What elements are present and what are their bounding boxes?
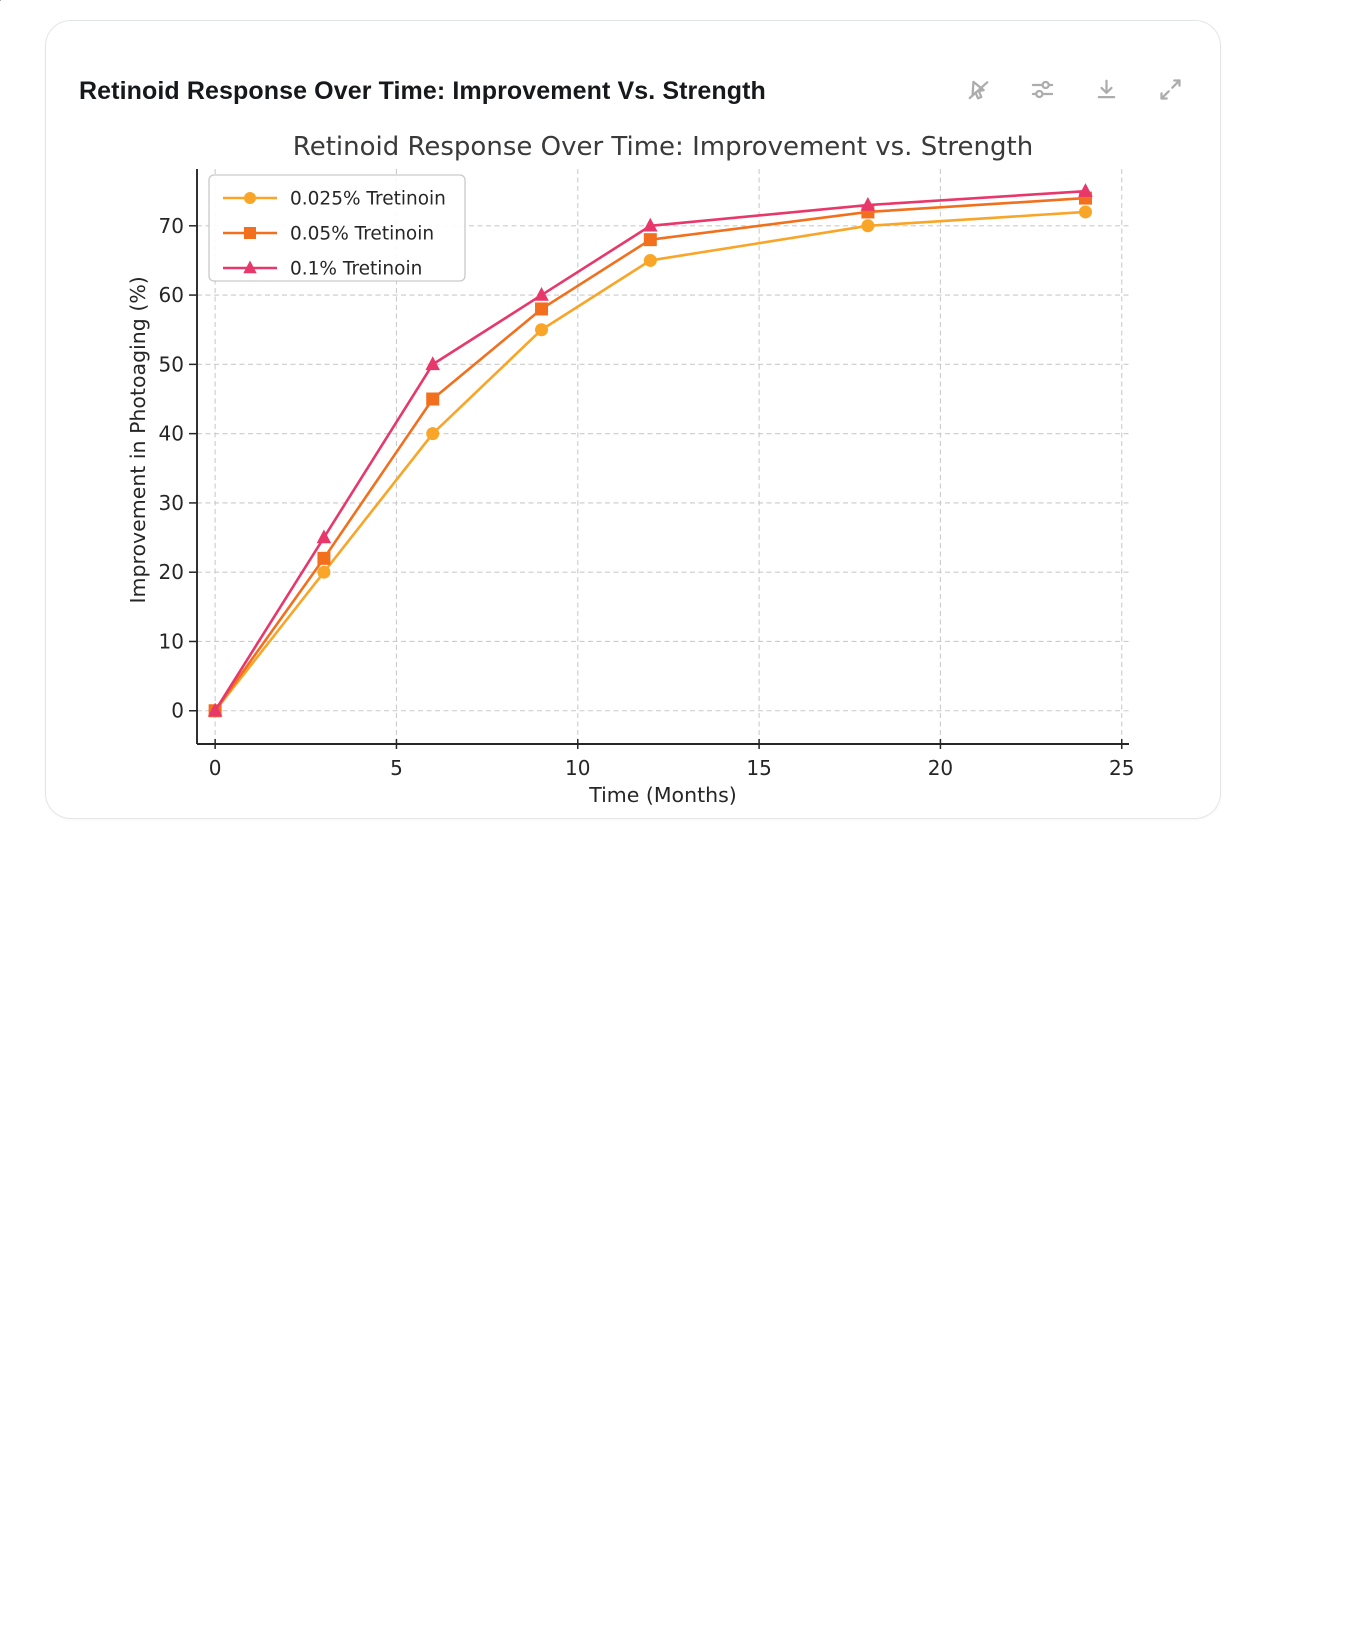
svg-text:40: 40 (159, 422, 184, 446)
legend-label: 0.1% Tretinoin (290, 259, 422, 280)
svg-text:20: 20 (159, 560, 184, 584)
svg-text:5: 5 (390, 756, 403, 780)
legend-label: 0.025% Tretinoin (290, 189, 446, 210)
svg-text:15: 15 (746, 756, 771, 780)
axes: 0 5 10 15 20 25 0 10 20 30 40 50 60 70 (159, 169, 1134, 780)
svg-text:20: 20 (928, 756, 953, 780)
svg-text:70: 70 (159, 214, 184, 238)
legend: 0.025% Tretinoin 0.05% Tretinoin 0.1% Tret… (208, 174, 466, 282)
card-toolbar (965, 76, 1184, 105)
svg-text:60: 60 (159, 283, 184, 307)
chart-card: Retinoid Response Over Time: Improvement… (45, 20, 1221, 819)
svg-text:10: 10 (159, 629, 184, 653)
svg-text:25: 25 (1109, 756, 1134, 780)
sliders-icon[interactable] (1029, 76, 1056, 103)
card-title: Retinoid Response Over Time: Improvement… (79, 76, 766, 105)
download-icon[interactable] (1093, 76, 1120, 103)
svg-text:30: 30 (159, 491, 184, 515)
svg-text:0: 0 (209, 756, 222, 780)
y-axis-label: Improvement in Photoaging (%) (129, 276, 150, 603)
series-0.025% Tretinoin (208, 205, 1092, 718)
expand-icon[interactable] (1157, 76, 1184, 103)
chart-title: Retinoid Response Over Time: Improvement… (293, 132, 1033, 162)
chart-figure: 0 5 10 15 20 25 0 10 20 30 40 50 60 70 Retinoid Respon… (126, 111, 1159, 811)
gridlines (197, 169, 1129, 744)
svg-text:0: 0 (171, 699, 184, 723)
line-chart: 0 5 10 15 20 25 0 10 20 30 40 50 60 70 Retinoid Respon… (126, 132, 1134, 807)
svg-text:50: 50 (159, 352, 184, 376)
legend-label: 0.05% Tretinoin (290, 224, 434, 245)
svg-text:10: 10 (565, 756, 590, 780)
x-axis-label: Time (Months) (588, 783, 737, 807)
series-0.1% Tretinoin (207, 183, 1093, 717)
pointer-off-icon[interactable] (965, 76, 992, 103)
card-header: Retinoid Response Over Time: Improvement… (46, 21, 1220, 105)
